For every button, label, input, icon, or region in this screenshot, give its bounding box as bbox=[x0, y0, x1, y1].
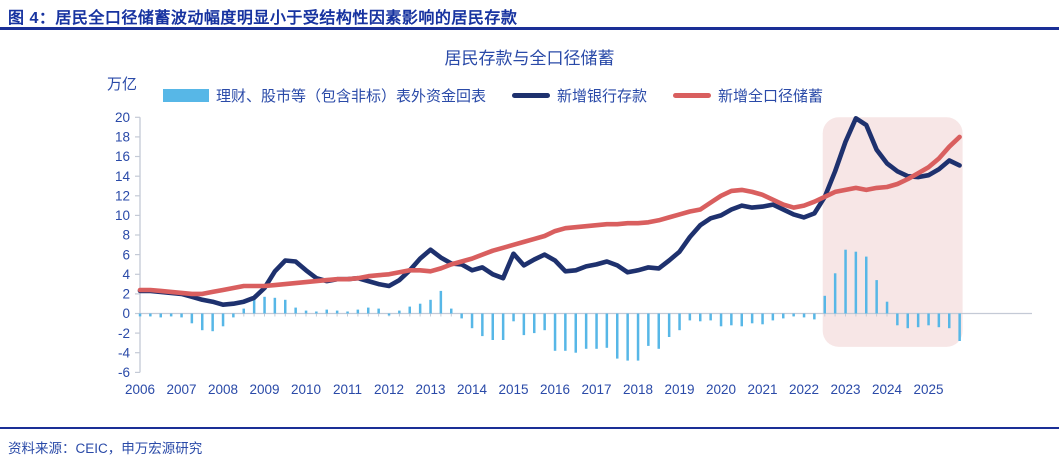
savings-line bbox=[137, 134, 962, 297]
savings-line-swatch bbox=[673, 93, 712, 98]
chart-title: 居民存款与全口径储蓄 bbox=[444, 49, 615, 68]
x-tick-label: 2010 bbox=[291, 382, 321, 397]
x-tick-label: 2022 bbox=[789, 382, 819, 397]
header-divider bbox=[0, 27, 1059, 30]
y-tick-label: 2 bbox=[122, 287, 130, 302]
x-tick-label: 2024 bbox=[872, 382, 903, 397]
x-tick-label: 2012 bbox=[374, 382, 404, 397]
x-tick-label: 2020 bbox=[706, 382, 736, 397]
y-tick-label: 10 bbox=[115, 208, 130, 223]
deposits-line-swatch bbox=[512, 93, 551, 98]
x-tick-label: 2021 bbox=[747, 382, 777, 397]
y-axis-unit-label: 万亿 bbox=[107, 76, 138, 93]
x-tick-label: 2018 bbox=[623, 382, 653, 397]
x-tick-label: 2014 bbox=[457, 382, 488, 397]
legend-item-savings: 新增全口径储蓄 bbox=[673, 85, 823, 106]
y-tick-label: 16 bbox=[115, 149, 130, 164]
x-tick-label: 2023 bbox=[830, 382, 860, 397]
legend-label-offbalance: 理财、股市等（包含非标）表外资金回表 bbox=[216, 88, 487, 105]
y-tick-label: 0 bbox=[122, 306, 130, 321]
x-tick-label: 2016 bbox=[540, 382, 570, 397]
offbalance-bars bbox=[138, 249, 961, 361]
x-tick-label: 2025 bbox=[913, 382, 943, 397]
x-tick-label: 2017 bbox=[581, 382, 611, 397]
x-tick-label: 2008 bbox=[208, 382, 238, 397]
offbalance-bar-swatch bbox=[163, 89, 209, 102]
x-tick-label: 2015 bbox=[498, 382, 528, 397]
x-tick-label: 2019 bbox=[664, 382, 694, 397]
y-tick-label: 8 bbox=[122, 228, 130, 243]
legend-item-offbalance: 理财、股市等（包含非标）表外资金回表 bbox=[163, 85, 486, 106]
legend-item-deposits: 新增银行存款 bbox=[512, 85, 647, 106]
x-tick-label: 2006 bbox=[125, 382, 155, 397]
y-tick-label: 4 bbox=[122, 267, 130, 282]
x-tick-label: 2007 bbox=[166, 382, 196, 397]
y-tick-label: -4 bbox=[118, 345, 130, 360]
y-tick-label: 12 bbox=[115, 189, 130, 204]
x-tick-label: 2011 bbox=[333, 382, 362, 397]
y-tick-label: 14 bbox=[115, 169, 131, 184]
legend: 理财、股市等（包含非标）表外资金回表 新增银行存款 新增全口径储蓄 bbox=[163, 85, 823, 106]
x-tick-label: 2013 bbox=[415, 382, 445, 397]
y-tick-label: 18 bbox=[115, 130, 130, 145]
source-text: 资料来源：CEIC，申万宏源研究 bbox=[8, 441, 203, 456]
y-tick-label: -2 bbox=[118, 326, 130, 341]
y-tick-label: 20 bbox=[115, 110, 130, 125]
legend-label-deposits: 新增银行存款 bbox=[557, 88, 648, 105]
figure-title: 图 4：居民全口径储蓄波动幅度明显小于受结构性因素影响的居民存款 bbox=[8, 10, 518, 27]
footer-divider bbox=[0, 427, 1059, 429]
y-tick-label: 6 bbox=[122, 247, 130, 262]
y-tick-label: -6 bbox=[118, 365, 130, 380]
x-tick-label: 2009 bbox=[249, 382, 279, 397]
legend-label-savings: 新增全口径储蓄 bbox=[718, 88, 824, 105]
